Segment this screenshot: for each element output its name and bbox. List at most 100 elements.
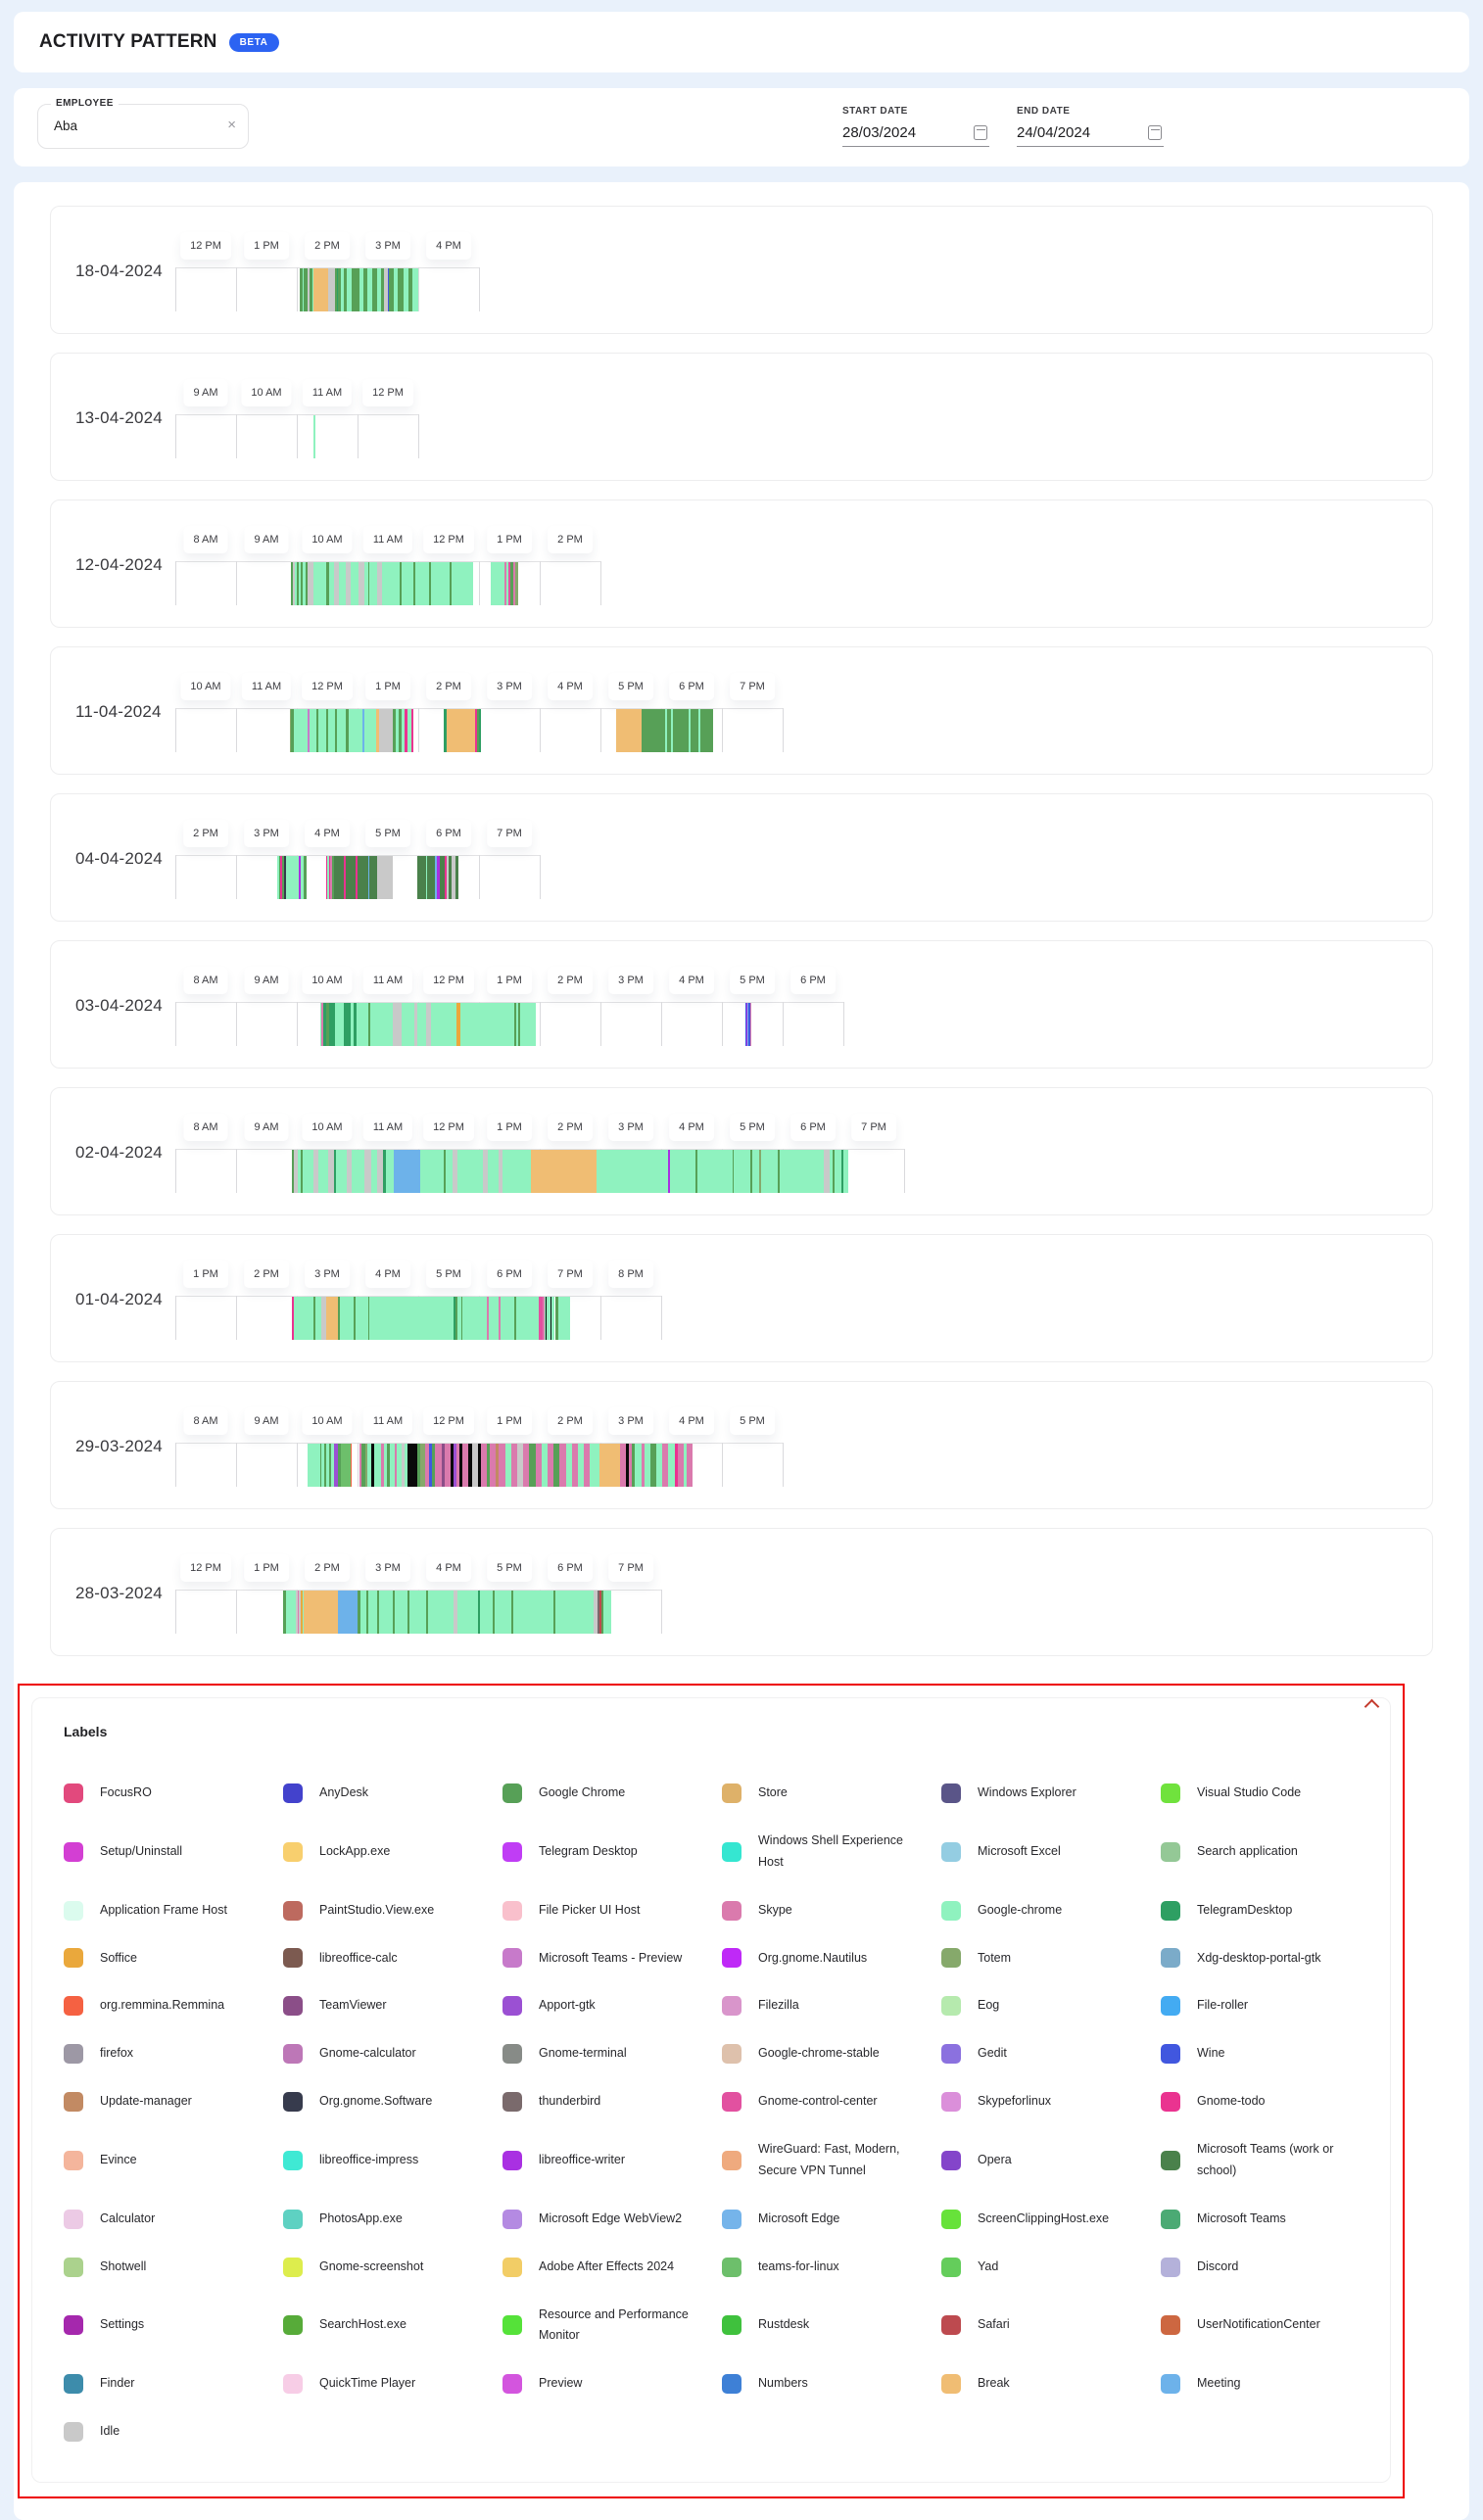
activity-segment[interactable]	[444, 709, 447, 752]
activity-segment[interactable]	[744, 1003, 746, 1046]
activity-segment[interactable]	[358, 1591, 361, 1634]
activity-segment[interactable]	[518, 1003, 521, 1046]
activity-segment[interactable]	[496, 1444, 500, 1487]
activity-segment[interactable]	[429, 1444, 433, 1487]
activity-segment[interactable]	[280, 856, 283, 899]
activity-segment[interactable]	[376, 562, 382, 605]
activity-segment[interactable]	[283, 1591, 287, 1634]
legend-item[interactable]: Break	[941, 2373, 1139, 2395]
activity-segment[interactable]	[302, 268, 305, 311]
legend-item[interactable]: Soffice	[64, 1948, 262, 1970]
activity-segment[interactable]	[374, 1444, 381, 1487]
activity-segment[interactable]	[328, 856, 331, 899]
activity-segment[interactable]	[371, 1444, 375, 1487]
activity-segment[interactable]	[325, 856, 327, 899]
activity-segment[interactable]	[368, 1591, 378, 1634]
activity-segment[interactable]	[338, 268, 342, 311]
activity-segment[interactable]	[548, 1444, 554, 1487]
activity-segment[interactable]	[330, 856, 332, 899]
legend-item[interactable]: Telegram Desktop	[502, 1841, 700, 1863]
activity-segment[interactable]	[615, 709, 642, 752]
activity-segment[interactable]	[515, 1297, 539, 1340]
activity-segment[interactable]	[688, 709, 691, 752]
activity-segment[interactable]	[325, 562, 329, 605]
legend-item[interactable]: Gnome-control-center	[722, 2091, 920, 2113]
activity-segment[interactable]	[700, 709, 713, 752]
activity-segment[interactable]	[290, 562, 293, 605]
activity-segment[interactable]	[380, 1444, 384, 1487]
activity-segment[interactable]	[683, 1444, 688, 1487]
activity-segment[interactable]	[453, 1150, 457, 1193]
activity-segment[interactable]	[488, 1297, 500, 1340]
activity-segment[interactable]	[361, 709, 364, 752]
activity-segment[interactable]	[282, 856, 284, 899]
legend-item[interactable]: Microsoft Teams - Preview	[502, 1948, 700, 1970]
activity-segment[interactable]	[508, 562, 511, 605]
legend-item[interactable]: Totem	[941, 1948, 1139, 1970]
activity-segment[interactable]	[517, 1444, 524, 1487]
activity-segment[interactable]	[413, 562, 415, 605]
activity-segment[interactable]	[346, 709, 349, 752]
activity-segment[interactable]	[547, 1297, 551, 1340]
legend-item[interactable]: Skypeforlinux	[941, 2091, 1139, 2113]
activity-segment[interactable]	[328, 1003, 336, 1046]
end-date-input[interactable]	[1017, 124, 1123, 141]
calendar-icon[interactable]	[974, 125, 987, 140]
legend-item[interactable]: libreoffice-calc	[283, 1948, 481, 1970]
activity-segment[interactable]	[435, 1444, 442, 1487]
legend-item[interactable]: Discord	[1161, 2257, 1359, 2278]
activity-segment[interactable]	[317, 1150, 329, 1193]
activity-segment[interactable]	[483, 1150, 488, 1193]
activity-segment[interactable]	[335, 1003, 345, 1046]
activity-segment[interactable]	[298, 1591, 301, 1634]
activity-segment[interactable]	[779, 1150, 824, 1193]
activity-segment[interactable]	[510, 1591, 513, 1634]
legend-item[interactable]: Shotwell	[64, 2257, 262, 2278]
activity-segment[interactable]	[695, 1150, 698, 1193]
activity-segment[interactable]	[305, 562, 309, 605]
activity-segment[interactable]	[419, 1150, 445, 1193]
activity-segment[interactable]	[386, 1444, 390, 1487]
activity-segment[interactable]	[677, 1444, 684, 1487]
activity-segment[interactable]	[316, 709, 319, 752]
activity-segment[interactable]	[325, 1444, 329, 1487]
activity-segment[interactable]	[747, 1003, 749, 1046]
activity-segment[interactable]	[499, 1150, 502, 1193]
activity-segment[interactable]	[402, 709, 406, 752]
activity-segment[interactable]	[698, 709, 701, 752]
legend-item[interactable]: Store	[722, 1783, 920, 1804]
activity-segment[interactable]	[363, 709, 377, 752]
activity-segment[interactable]	[515, 1003, 519, 1046]
activity-segment[interactable]	[468, 1444, 472, 1487]
activity-segment[interactable]	[504, 1444, 511, 1487]
activity-segment[interactable]	[341, 1444, 351, 1487]
activity-segment[interactable]	[366, 1444, 372, 1487]
activity-segment[interactable]	[450, 1444, 454, 1487]
activity-segment[interactable]	[734, 1150, 751, 1193]
legend-item[interactable]: SearchHost.exe	[283, 2314, 481, 2336]
activity-segment[interactable]	[370, 1150, 377, 1193]
legend-item[interactable]: Gedit	[941, 2043, 1139, 2065]
legend-item[interactable]: Yad	[941, 2257, 1139, 2278]
activity-segment[interactable]	[397, 1444, 403, 1487]
activity-segment[interactable]	[454, 1297, 458, 1340]
activity-segment[interactable]	[315, 1297, 322, 1340]
activity-segment[interactable]	[378, 709, 393, 752]
activity-segment[interactable]	[471, 1444, 478, 1487]
activity-segment[interactable]	[456, 1150, 484, 1193]
legend-item[interactable]: Update-manager	[64, 2091, 262, 2113]
activity-segment[interactable]	[299, 856, 302, 899]
activity-segment[interactable]	[446, 856, 449, 899]
legend-item[interactable]: Application Frame Host	[64, 1900, 262, 1922]
legend-item[interactable]: teams-for-linux	[722, 2257, 920, 2278]
activity-segment[interactable]	[513, 1003, 516, 1046]
activity-segment[interactable]	[644, 1444, 650, 1487]
activity-segment[interactable]	[499, 1444, 505, 1487]
activity-segment[interactable]	[558, 1297, 570, 1340]
activity-segment[interactable]	[312, 1150, 318, 1193]
activity-segment[interactable]	[687, 1444, 694, 1487]
legend-item[interactable]: Google Chrome	[502, 1783, 700, 1804]
activity-segment[interactable]	[343, 856, 346, 899]
activity-segment[interactable]	[590, 1444, 599, 1487]
activity-segment[interactable]	[350, 1003, 354, 1046]
